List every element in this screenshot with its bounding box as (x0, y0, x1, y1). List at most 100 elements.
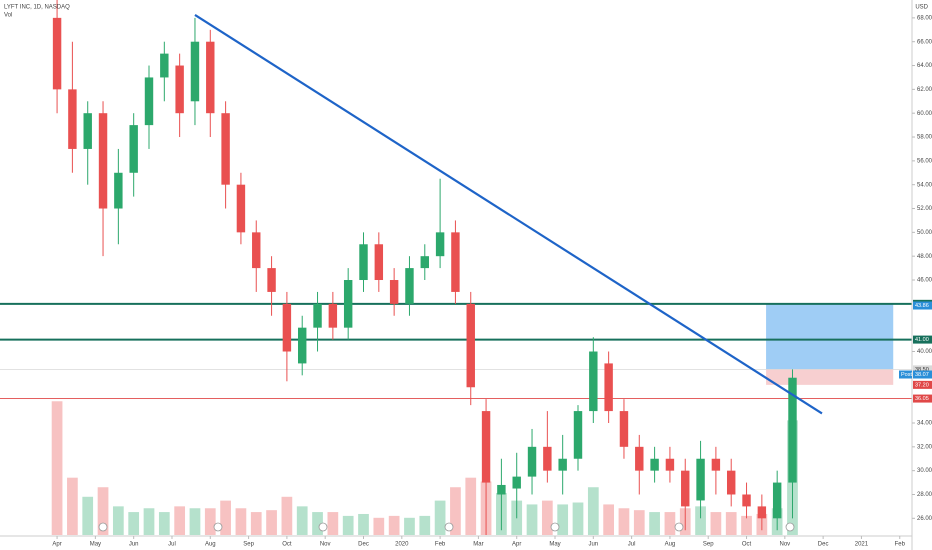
x-tick-label: Oct (282, 542, 292, 548)
price-marker (913, 380, 932, 389)
candle-body (313, 303, 322, 328)
volume-bar (174, 506, 186, 535)
position-profit (766, 303, 894, 370)
volume-bar (388, 515, 400, 535)
candle-body (604, 363, 613, 412)
candle-body (497, 484, 506, 495)
volume-bar (281, 496, 293, 535)
volume-bar (419, 515, 431, 535)
price-marker (913, 365, 932, 374)
y-tick-label: 54.00 (917, 182, 932, 188)
candle-body (435, 232, 445, 257)
volume-bar (266, 510, 277, 535)
y-tick-label: 60.00 (917, 111, 932, 117)
x-tick-label: Oct (742, 542, 752, 548)
candle-body (650, 458, 659, 471)
volume-bar (649, 512, 660, 535)
candle-body (619, 411, 629, 447)
candle-body (757, 506, 767, 519)
candle-body (267, 268, 276, 292)
volume-bar (465, 477, 477, 535)
volume-bar (373, 517, 385, 535)
candle-body (83, 113, 92, 149)
y-tick-label: 52.00 (917, 206, 932, 212)
candle-body (512, 476, 521, 489)
volume-label: Vol (4, 13, 12, 19)
volume-bar (404, 517, 415, 535)
volume-bar (128, 512, 140, 535)
volume-bar (633, 510, 645, 535)
candle-body (144, 77, 154, 126)
y-tick-label: 48.00 (917, 254, 932, 260)
y-tick-label: 58.00 (917, 135, 932, 141)
price-marker-label: 41.00 (915, 337, 929, 343)
x-tick-label: Feb (435, 542, 446, 548)
volume-bar (526, 504, 538, 535)
x-tick-label: Aug (205, 542, 216, 548)
price-marker-label: 38.07 (915, 372, 929, 378)
candle-body (359, 244, 368, 281)
x-tick-label: Feb (895, 542, 906, 548)
candle-body (114, 172, 123, 209)
candle-body (221, 113, 230, 185)
x-tick-label: 2020 (395, 542, 409, 548)
candle-body (573, 411, 583, 459)
volume-bar (450, 487, 461, 535)
candle-body (742, 494, 751, 507)
x-tick-label: Mar (473, 542, 483, 548)
volume-bar (204, 508, 216, 535)
candle-body (98, 113, 108, 209)
volume-bar (189, 508, 201, 535)
x-tick-label: Jun (588, 542, 598, 548)
y-tick-label: 50.00 (917, 230, 932, 236)
volume-bar (296, 506, 308, 535)
y-tick-label: 28.00 (917, 492, 932, 498)
volume-bar (143, 508, 155, 535)
volume-bar (541, 500, 553, 535)
volume-bar (434, 500, 446, 535)
volume-bar (557, 504, 569, 535)
y-tick-label: 30.00 (917, 468, 932, 474)
volume-bar (220, 500, 231, 535)
volume-bar (312, 512, 323, 535)
y-tick-label: 68.00 (917, 15, 932, 21)
candle-body (405, 268, 414, 304)
candle-body (374, 244, 384, 281)
plot-area (0, 0, 912, 535)
candle-body (696, 458, 705, 501)
candle-body (665, 458, 675, 471)
x-tick-label: Dec (818, 542, 829, 548)
candle-body (558, 458, 567, 471)
candle-body (589, 351, 598, 412)
volume-bar (695, 506, 706, 535)
x-tick-label: Aug (665, 542, 676, 548)
y-tick-label: 66.00 (917, 39, 932, 45)
volume-bar (250, 512, 262, 535)
volume-bar (618, 508, 630, 535)
volume-bar (587, 487, 599, 535)
price-marker-label: 38.50 (915, 367, 929, 373)
candle-body (328, 303, 338, 328)
x-tick-label: Sep (703, 542, 714, 548)
volume-bar (710, 512, 722, 535)
volume-bar (158, 512, 170, 535)
candle-body (297, 327, 307, 364)
price-marker (913, 335, 932, 344)
volume-bar (342, 515, 354, 535)
y-tick-label: 56.00 (917, 158, 932, 164)
price-marker (913, 301, 932, 310)
x-tick-label: Nov (320, 542, 331, 548)
candle-body (282, 303, 292, 352)
y-tick-label: 62.00 (917, 87, 932, 93)
volume-bar (51, 401, 63, 535)
volume-bar (67, 477, 78, 535)
x-tick-label: Apr (52, 542, 61, 548)
candle-body (206, 41, 215, 114)
x-tick-label: Jul (168, 542, 176, 548)
price-marker-label: 37.20 (915, 382, 929, 388)
volume-bar (82, 496, 94, 535)
candle-body (389, 280, 399, 304)
y-tick-label: 26.00 (917, 516, 932, 522)
price-marker (913, 394, 932, 403)
